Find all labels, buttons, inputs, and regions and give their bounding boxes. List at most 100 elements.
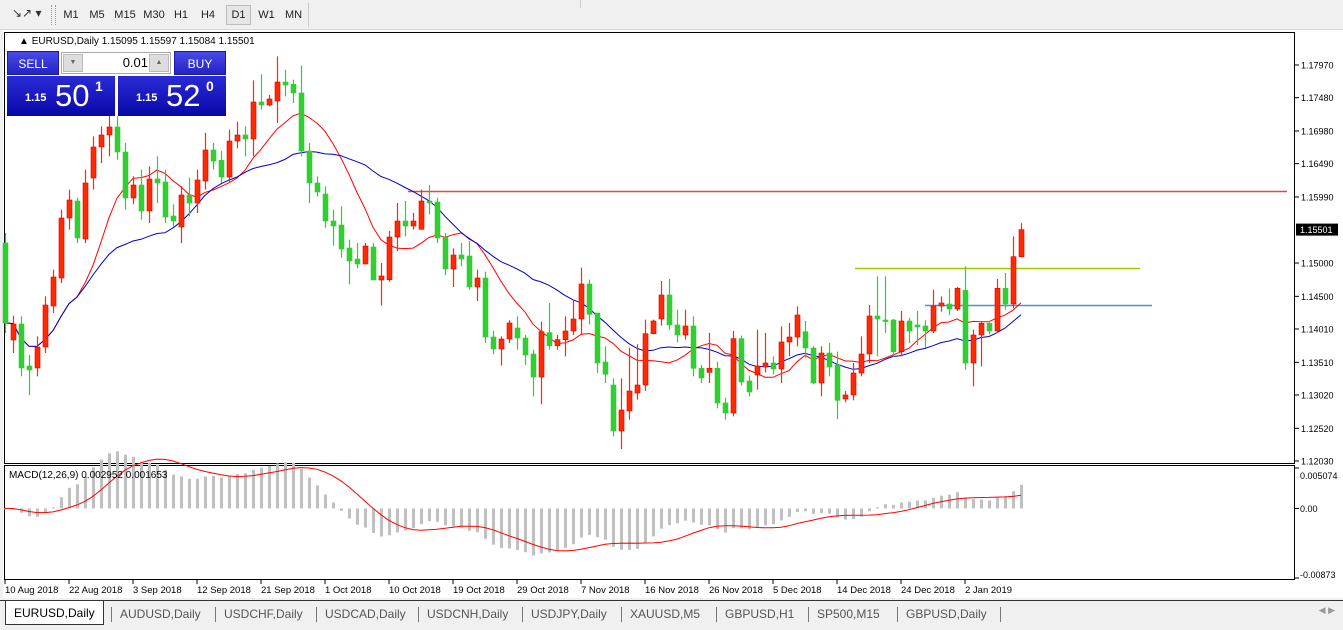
candle-body [426, 200, 433, 204]
timeframe-mn[interactable]: MN [284, 9, 303, 21]
candle-body [290, 84, 297, 94]
lot-size-input[interactable]: ▼ 0.01 ▲ [61, 52, 171, 74]
chart-tab[interactable]: USDJPY,Daily [531, 607, 607, 621]
candle-body [594, 312, 601, 364]
candle-body [506, 322, 513, 340]
chart-tab[interactable]: SP500,M15 [817, 607, 880, 621]
bearish-candle [810, 346, 817, 385]
bearish-candle [610, 378, 617, 437]
bullish-candle [42, 296, 49, 353]
candle-body [154, 178, 161, 184]
candle-body [530, 353, 537, 378]
candle-body [946, 303, 953, 310]
timeframe-h4[interactable]: H4 [200, 9, 216, 21]
bullish-candle [858, 336, 865, 377]
candle-body [842, 394, 849, 400]
sell-button[interactable]: SELL [7, 51, 59, 75]
bearish-candle [906, 317, 913, 343]
bullish-candle [618, 378, 625, 449]
collapse-triangle-icon[interactable]: ▲ [19, 36, 32, 47]
macd-histogram-bar [228, 475, 231, 509]
buy-price[interactable]: 1.15 52 0 [118, 76, 226, 116]
macd-histogram-bar [964, 497, 967, 509]
bullish-candle [58, 209, 65, 283]
bearish-candle [522, 335, 529, 365]
toolbar-grip[interactable] [51, 5, 56, 25]
buy-button[interactable]: BUY [174, 51, 226, 75]
candle-body [114, 126, 121, 153]
bearish-candle [354, 243, 361, 269]
buy-price-prefix: 1.15 [136, 92, 158, 104]
macd-histogram-bar [52, 507, 55, 509]
lot-increase-icon[interactable]: ▲ [149, 54, 169, 72]
macd-histogram-bar [212, 475, 215, 509]
lot-decrease-icon[interactable]: ▼ [63, 54, 83, 72]
bullish-candle [778, 326, 785, 383]
macd-histogram-bar [20, 508, 23, 513]
chart-tab[interactable]: USDCHF,Daily [224, 607, 303, 621]
date-tick-label: 3 Sep 2018 [133, 585, 182, 596]
macd-histogram-bar [956, 492, 959, 509]
bullish-candle [266, 95, 273, 107]
macd-histogram-bar [708, 508, 711, 526]
macd-histogram-bar [356, 508, 359, 525]
bullish-candle [658, 281, 665, 326]
candle-body [586, 283, 593, 315]
timeframe-w1[interactable]: W1 [258, 9, 275, 21]
timeframe-m5[interactable]: M5 [89, 9, 105, 21]
macd-histogram-bar [772, 508, 775, 525]
bullish-candle [650, 319, 657, 335]
macd-histogram-bar [300, 469, 303, 509]
bullish-candle [146, 166, 153, 223]
chart-tab[interactable]: XAUUSD,M5 [630, 607, 701, 621]
toolbar: ↘↗ ▾ M1 M5 M15 M30 H1 H4 D1 W1 MN [0, 0, 1343, 30]
candle-body [578, 283, 585, 320]
timeframe-m30[interactable]: M30 [143, 9, 165, 21]
macd-histogram-bar [244, 473, 247, 509]
macd-histogram-bar [564, 508, 567, 548]
macd-histogram-bar [844, 508, 847, 520]
timeframe-h1[interactable]: H1 [173, 9, 189, 21]
chart-ohlc: 1.15095 1.15597 1.15084 1.15501 [102, 36, 255, 47]
macd-histogram-bar [604, 508, 607, 540]
chart-tab[interactable]: AUDUSD,Daily [120, 607, 201, 621]
tab-scroll-arrows-icon[interactable]: ◀ ▶ [1318, 605, 1335, 615]
candle-body [786, 336, 793, 343]
timeframe-m1[interactable]: M1 [63, 9, 79, 21]
bullish-candle [634, 344, 641, 400]
candle-body [538, 331, 545, 378]
bearish-candle [482, 271, 489, 343]
chart-window[interactable]: 1.179701.174801.169801.164901.159901.150… [0, 30, 1343, 600]
bullish-candle [34, 336, 41, 377]
bearish-candle [346, 239, 353, 285]
bullish-candle [90, 136, 97, 190]
candle-body [226, 140, 233, 178]
bearish-candle [122, 143, 129, 210]
chart-tab[interactable]: USDCAD,Daily [325, 607, 406, 621]
bearish-candle [666, 279, 673, 330]
macd-histogram-bar [388, 508, 391, 536]
chart-tab[interactable]: EURUSD,Daily [5, 601, 104, 625]
timeframe-m15[interactable]: M15 [114, 9, 136, 21]
chart-tab[interactable]: GBPUSD,H1 [725, 607, 795, 621]
macd-histogram-bar [28, 508, 31, 517]
timeframe-d1[interactable]: D1 [226, 5, 251, 25]
macd-histogram-bar [4, 508, 7, 510]
candle-body [354, 258, 361, 265]
line-tools-icon[interactable]: ↘↗ ▾ [12, 6, 42, 20]
macd-histogram-bar [452, 508, 455, 527]
macd-histogram-bar [524, 508, 527, 553]
chart-tab[interactable]: USDCNH,Daily [427, 607, 509, 621]
sell-price[interactable]: 1.15 50 1 [7, 76, 115, 116]
bearish-candle [546, 303, 553, 350]
candle-body [1002, 288, 1009, 305]
lot-size-value[interactable]: 0.01 [122, 55, 148, 70]
current-price-marker [1296, 223, 1338, 236]
date-tick-label: 1 Oct 2018 [325, 585, 371, 596]
bearish-candle [298, 65, 305, 157]
candle-body [26, 365, 33, 371]
bearish-candle [114, 116, 121, 160]
chart-tab[interactable]: GBPUSD,Daily [906, 607, 987, 621]
macd-histogram-bar [628, 508, 631, 550]
macd-histogram-bar [1004, 496, 1007, 509]
